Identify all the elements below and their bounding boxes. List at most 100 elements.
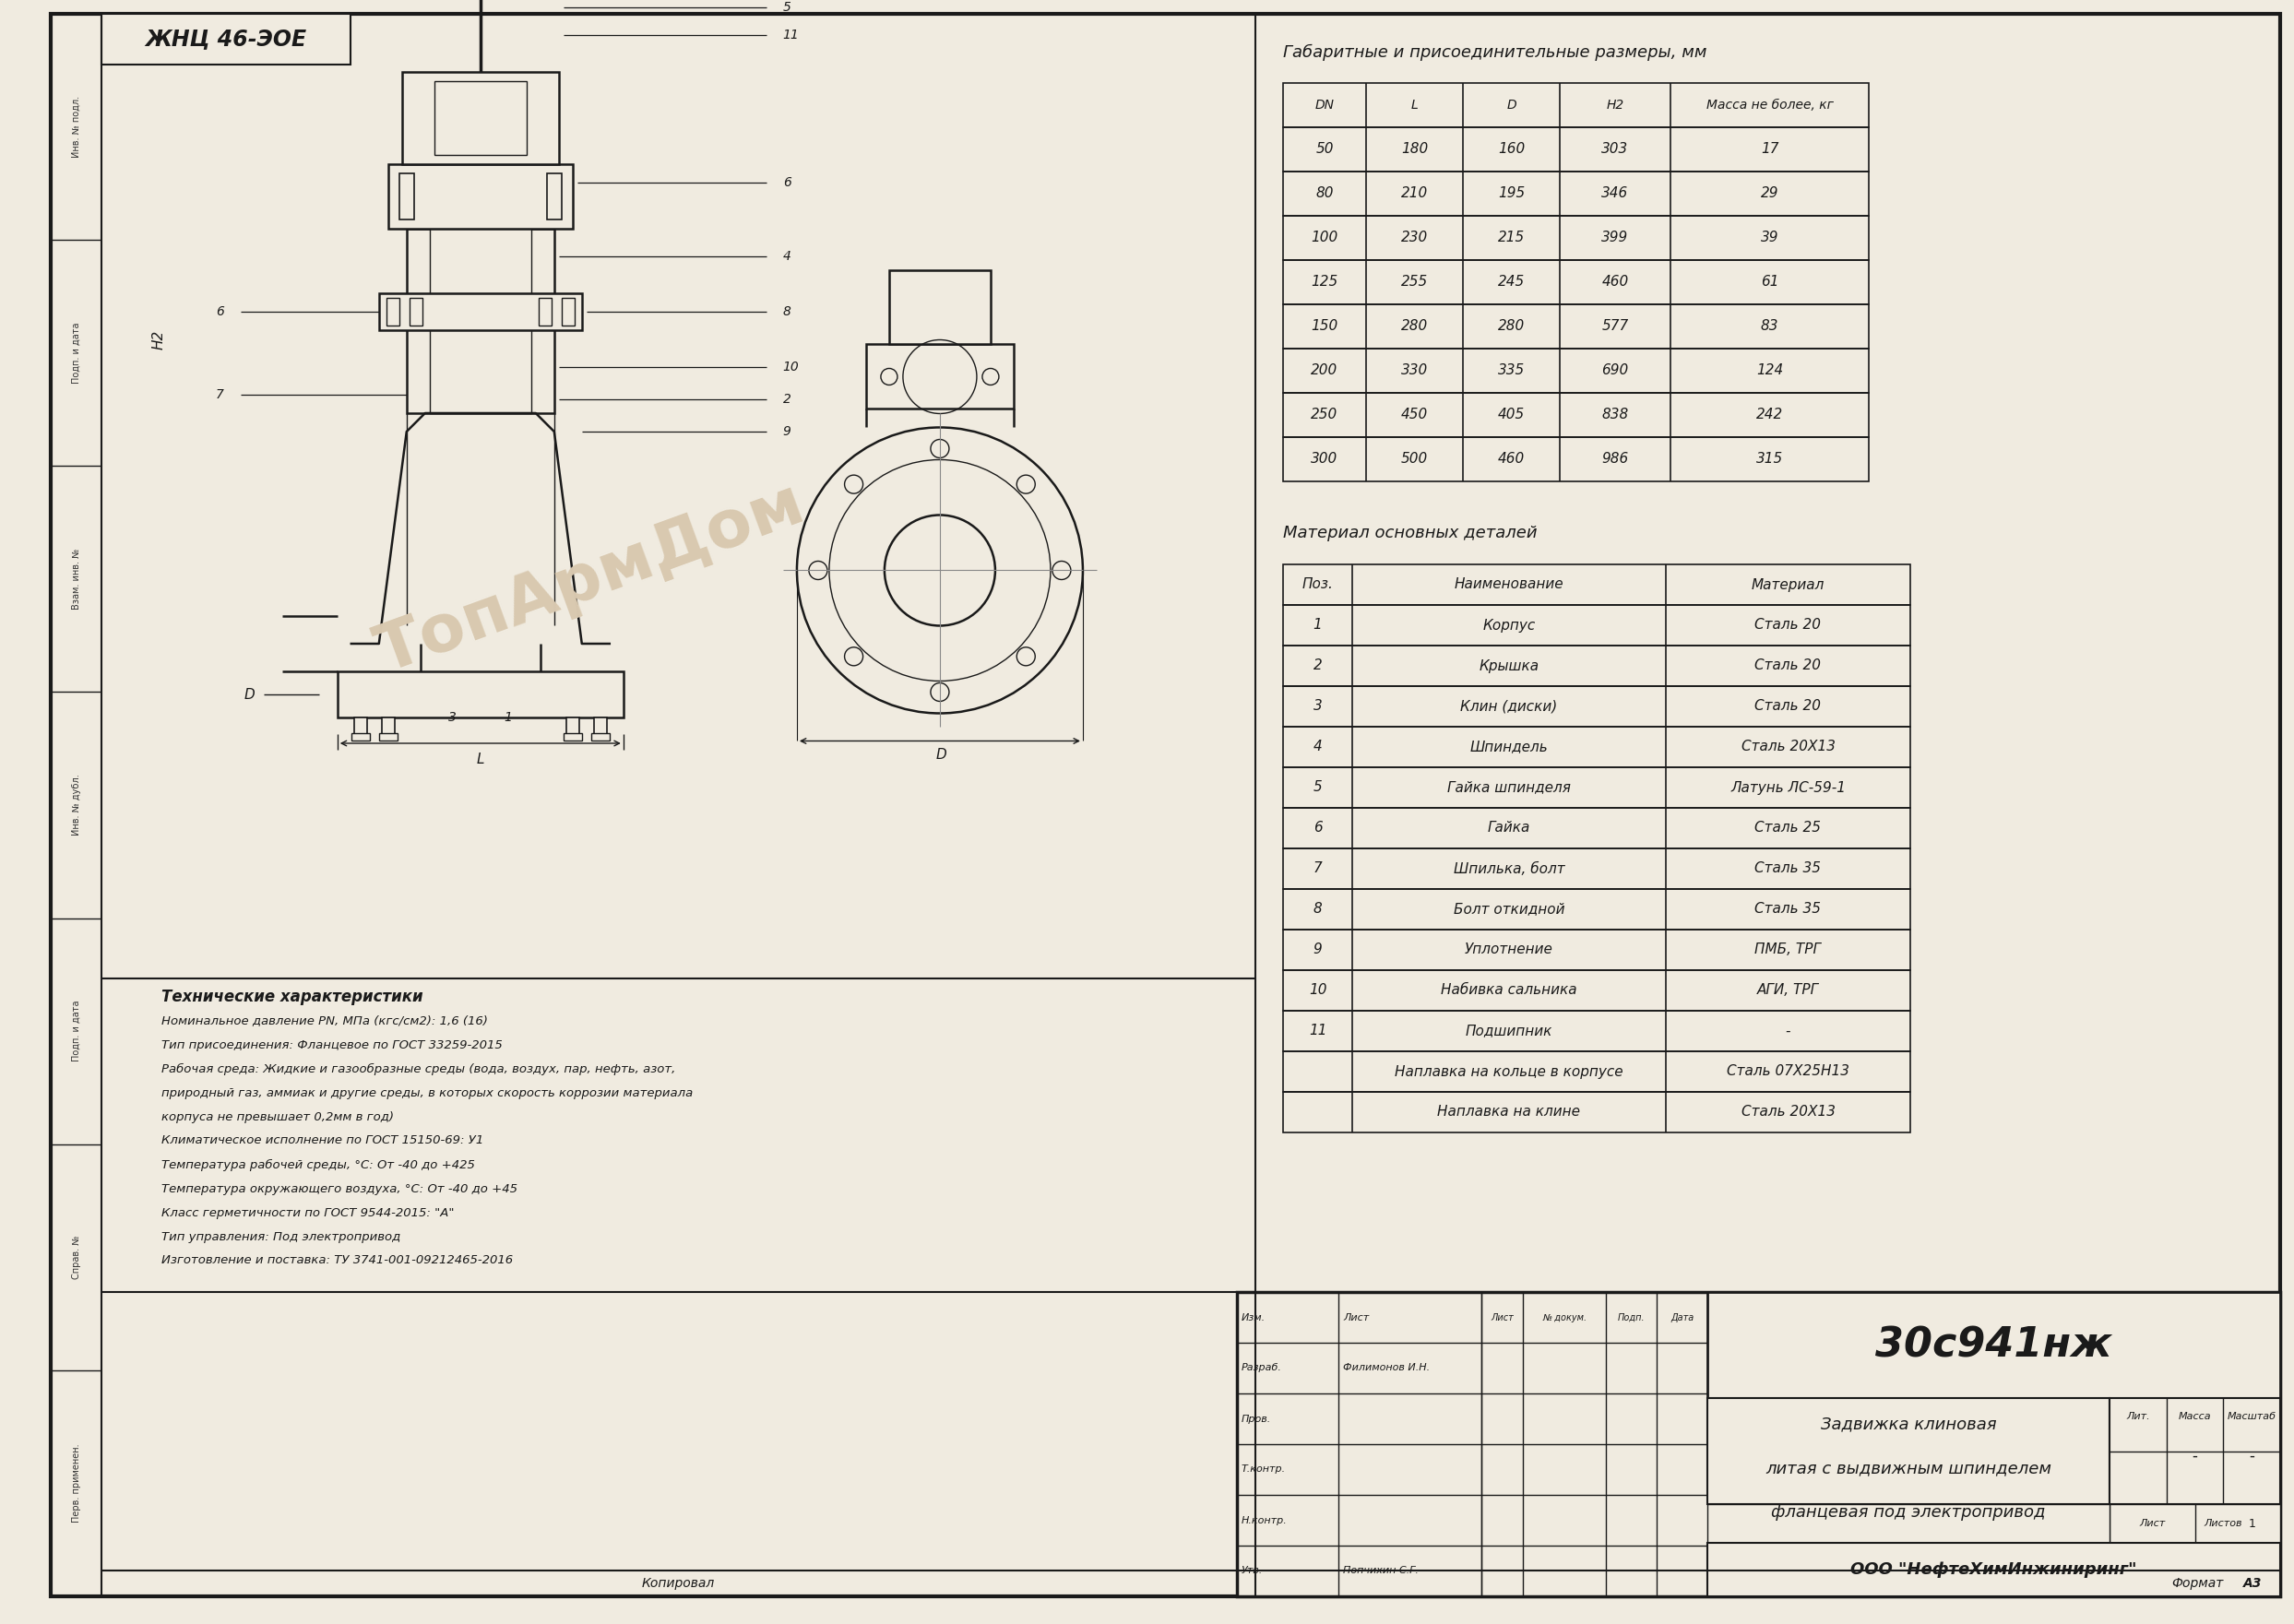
Text: 9: 9: [782, 425, 791, 438]
Text: 2: 2: [782, 393, 791, 406]
Text: Шпилька, болт: Шпилька, болт: [1454, 862, 1565, 875]
Text: Сталь 35: Сталь 35: [1755, 862, 1821, 875]
Text: 17: 17: [1759, 143, 1778, 156]
Text: Рабочая среда: Жидкие и газообразные среды (вода, воздух, пар, нефть, азот,: Рабочая среда: Жидкие и газообразные сре…: [161, 1062, 674, 1075]
Text: Справ. №: Справ. №: [71, 1236, 80, 1280]
Text: 6: 6: [782, 175, 791, 188]
Bar: [1282, 304, 1870, 349]
Text: 210: 210: [1402, 187, 1427, 201]
Text: 280: 280: [1402, 320, 1427, 333]
Bar: [1282, 888, 1911, 929]
Bar: [1282, 83, 1870, 127]
Text: Сталь 20: Сталь 20: [1755, 619, 1821, 632]
Text: Дата: Дата: [1670, 1312, 1693, 1322]
Text: -: -: [2193, 1447, 2198, 1463]
Text: 80: 80: [1314, 187, 1333, 201]
Text: 280: 280: [1498, 320, 1526, 333]
Text: 399: 399: [1601, 231, 1629, 245]
Text: 1: 1: [505, 711, 512, 724]
Text: Температура окружающего воздуха, °С: От -40 до +45: Температура окружающего воздуха, °С: От …: [161, 1182, 518, 1195]
Bar: [1282, 349, 1870, 393]
Text: 1: 1: [2248, 1517, 2255, 1530]
Bar: [564, 732, 583, 741]
Bar: [1282, 685, 1911, 726]
Text: 242: 242: [1757, 408, 1782, 422]
Bar: [1282, 970, 1911, 1010]
Bar: [101, 15, 351, 65]
Text: Поз.: Поз.: [1303, 578, 1333, 591]
Text: Температура рабочей среды, °С: От -40 до +425: Температура рабочей среды, °С: От -40 до…: [161, 1158, 475, 1171]
Bar: [379, 294, 583, 330]
Bar: [388, 164, 574, 229]
Text: 6: 6: [216, 305, 225, 318]
Text: Наплавка на клине: Наплавка на клине: [1438, 1106, 1581, 1119]
Text: 215: 215: [1498, 231, 1526, 245]
Text: 83: 83: [1759, 320, 1778, 333]
Text: Т.контр.: Т.контр.: [1241, 1465, 1287, 1475]
Text: 300: 300: [1312, 453, 1337, 466]
Bar: [594, 718, 606, 734]
Bar: [379, 732, 397, 741]
Text: Лист: Лист: [1342, 1312, 1370, 1322]
Text: АГИ, ТРГ: АГИ, ТРГ: [1757, 984, 1819, 997]
Text: Набивка сальника: Набивка сальника: [1441, 984, 1578, 997]
Bar: [546, 174, 562, 219]
Text: 3: 3: [450, 711, 457, 724]
Bar: [399, 174, 413, 219]
Text: Номинальное давление PN, МПа (кгс/см2): 1,6 (16): Номинальное давление PN, МПа (кгс/см2): …: [161, 1015, 489, 1026]
Text: Материал: Материал: [1750, 578, 1824, 591]
Text: 577: 577: [1601, 320, 1629, 333]
Text: L: L: [477, 752, 484, 767]
Text: Н.контр.: Н.контр.: [1241, 1515, 1287, 1525]
Text: Масштаб: Масштаб: [2227, 1411, 2276, 1421]
Text: Тип управления: Под электропривод: Тип управления: Под электропривод: [161, 1231, 401, 1242]
Text: 7: 7: [216, 388, 225, 401]
Text: А3: А3: [2244, 1577, 2262, 1590]
Text: 150: 150: [1312, 320, 1337, 333]
Text: 460: 460: [1498, 453, 1526, 466]
Text: Клин (диски): Клин (диски): [1461, 700, 1558, 713]
Text: ПМБ, ТРГ: ПМБ, ТРГ: [1755, 944, 1821, 957]
Bar: [1282, 726, 1911, 767]
Text: Сталь 20Х13: Сталь 20Х13: [1741, 1106, 1835, 1119]
Text: 5: 5: [1312, 781, 1321, 794]
Text: Утв.: Утв.: [1241, 1567, 1264, 1575]
Bar: [1282, 929, 1911, 970]
Bar: [385, 297, 399, 325]
Bar: [1282, 767, 1911, 807]
Text: Сталь 07Х25Н13: Сталь 07Х25Н13: [1727, 1065, 1849, 1078]
Text: 245: 245: [1498, 276, 1526, 289]
Text: Наименование: Наименование: [1454, 578, 1565, 591]
Text: 11: 11: [782, 29, 798, 42]
Text: Крышка: Крышка: [1480, 659, 1539, 672]
Text: Подшипник: Подшипник: [1466, 1025, 1553, 1038]
Text: -: -: [2248, 1447, 2255, 1463]
Text: Попчихин С.Г.: Попчихин С.Г.: [1342, 1567, 1418, 1575]
Text: литая с выдвижным шпинделем: литая с выдвижным шпинделем: [1766, 1460, 2051, 1476]
Bar: [890, 271, 991, 344]
Bar: [1282, 437, 1870, 481]
Text: 10: 10: [782, 361, 798, 374]
Bar: [1282, 807, 1911, 848]
Text: Класс герметичности по ГОСТ 9544-2015: "А": Класс герметичности по ГОСТ 9544-2015: "…: [161, 1207, 454, 1218]
Text: 330: 330: [1402, 364, 1427, 378]
Bar: [1707, 1504, 2110, 1543]
Text: Лист: Лист: [2138, 1518, 2166, 1528]
Bar: [1707, 1543, 2280, 1596]
Text: Сталь 20Х13: Сталь 20Х13: [1741, 741, 1835, 754]
Bar: [429, 229, 532, 412]
Text: H2: H2: [151, 330, 165, 349]
Bar: [1707, 1293, 2280, 1398]
Text: Подп. и дата: Подп. и дата: [71, 322, 80, 383]
Text: 230: 230: [1402, 231, 1427, 245]
Text: D: D: [245, 687, 255, 702]
Text: ООО "НефтеХимИнжиниринг": ООО "НефтеХимИнжиниринг": [1851, 1561, 2138, 1579]
Text: 195: 195: [1498, 187, 1526, 201]
Text: 335: 335: [1498, 364, 1526, 378]
Text: № докум.: № докум.: [1542, 1312, 1587, 1322]
Text: 125: 125: [1312, 276, 1337, 289]
Text: 2: 2: [1312, 659, 1321, 672]
Text: Климатическое исполнение по ГОСТ 15150-69: У1: Климатическое исполнение по ГОСТ 15150-6…: [161, 1135, 484, 1147]
Bar: [337, 671, 624, 718]
Text: Болт откидной: Болт откидной: [1454, 903, 1565, 916]
